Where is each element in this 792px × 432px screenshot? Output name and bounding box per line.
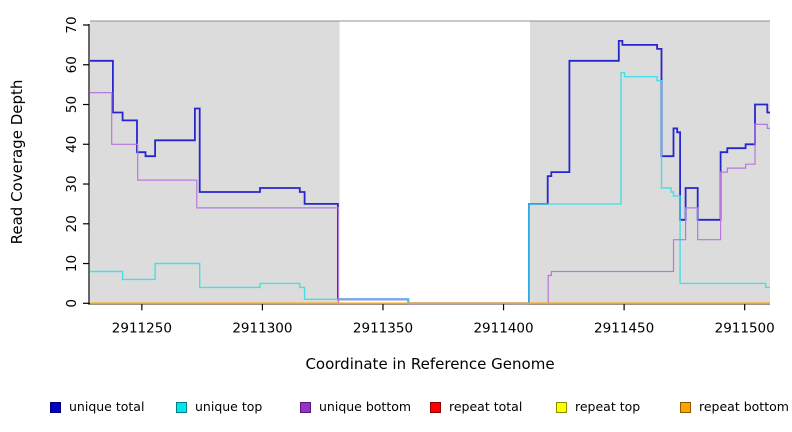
y-tick-label: 70 bbox=[64, 16, 80, 33]
y-tick-label: 60 bbox=[64, 56, 80, 73]
x-axis-title: Coordinate in Reference Genome bbox=[305, 355, 555, 373]
legend-label: repeat total bbox=[449, 399, 523, 414]
y-tick-label: 0 bbox=[64, 299, 80, 308]
coverage-plot-canvas: 0 10 20 30 40 50 60 70 2911250 2911300 2911350 2911… bbox=[64, 16, 775, 336]
legend-label: repeat top bbox=[575, 399, 641, 414]
legend-swatch-icon bbox=[556, 401, 567, 413]
legend-item-repeat-total: repeat total bbox=[430, 397, 522, 417]
legend-item-unique-top: unique top bbox=[176, 397, 262, 417]
y-tick-label: 50 bbox=[64, 96, 80, 113]
x-tick-label: 2911250 bbox=[112, 320, 172, 336]
legend-label: unique total bbox=[69, 399, 145, 414]
x-tick-label: 2911350 bbox=[353, 320, 413, 336]
legend-swatch-icon bbox=[680, 401, 691, 413]
legend-swatch-icon bbox=[50, 401, 61, 413]
legend-swatch-icon bbox=[430, 401, 441, 413]
series-unique-bottom bbox=[90, 92, 770, 304]
x-tick-label: 2911300 bbox=[232, 320, 292, 336]
legend-label: repeat bottom bbox=[699, 399, 789, 414]
y-tick-label: 40 bbox=[64, 136, 80, 153]
x-tick-label: 2911450 bbox=[594, 320, 654, 336]
shaded-region bbox=[90, 21, 340, 304]
shaded-region bbox=[530, 21, 770, 304]
series-unique-top bbox=[90, 72, 770, 304]
legend-item-repeat-bottom: repeat bottom bbox=[680, 397, 789, 417]
legend-item-unique-bottom: unique bottom bbox=[300, 397, 411, 417]
legend-item-repeat-top: repeat top bbox=[556, 397, 640, 417]
legend: unique total unique top unique bottom repea… bbox=[0, 397, 792, 419]
legend-label: unique top bbox=[195, 399, 263, 414]
y-tick-label: 30 bbox=[64, 175, 80, 192]
y-axis-title: Read Coverage Depth bbox=[8, 79, 26, 245]
x-tick-label: 2911400 bbox=[473, 320, 533, 336]
legend-item-unique-total: unique total bbox=[50, 397, 144, 417]
y-tick-label: 10 bbox=[64, 255, 80, 272]
legend-swatch-icon bbox=[300, 401, 311, 413]
legend-label: unique bottom bbox=[319, 399, 412, 414]
series-unique-total bbox=[90, 40, 770, 305]
legend-swatch-icon bbox=[176, 401, 187, 413]
y-tick-label: 20 bbox=[64, 215, 80, 232]
x-tick-label: 2911500 bbox=[715, 320, 775, 336]
